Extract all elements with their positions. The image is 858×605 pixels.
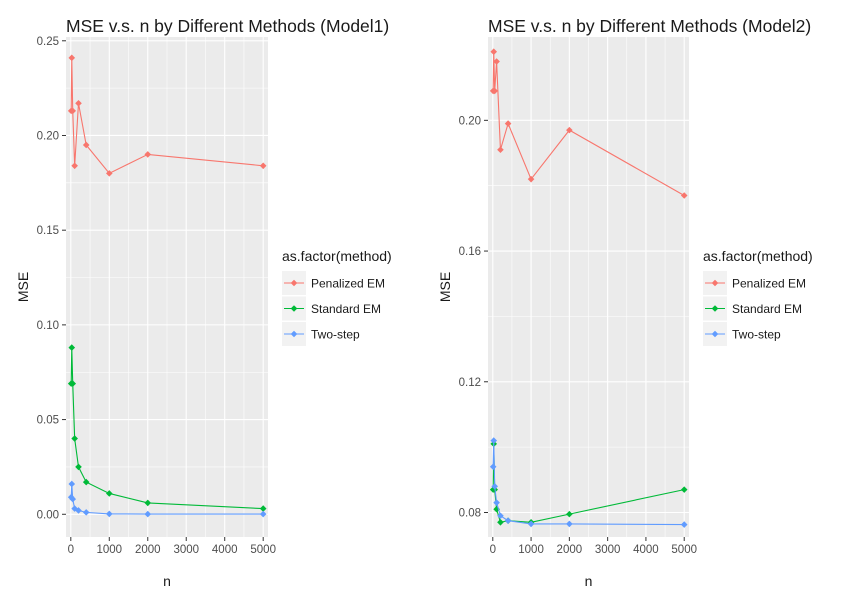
chart-1-legend: as.factor(method) Penalized EM Standard EM… (282, 248, 392, 346)
chart-2-series-penalized-em-point (493, 58, 500, 65)
chart-1-y-tick-label: 0.10 (37, 320, 59, 332)
chart-1-legend-two-step-key-point (290, 330, 298, 338)
chart-1-x-tick-label: 2000 (135, 544, 161, 556)
chart-2-y-tick-label: 0.12 (459, 377, 481, 389)
chart-2-series-penalized-em-point (491, 87, 498, 95)
chart-2-series-penalized-em-point (527, 175, 535, 183)
chart-2-x-tick-label: 4000 (633, 544, 659, 556)
chart-2-y-tick-label: 0.20 (459, 115, 481, 127)
chart-1-y-axis-label: MSE (15, 272, 31, 302)
chart-1-series-penalized-em-point (75, 99, 82, 107)
chart-2-series-two-step-point (566, 520, 573, 528)
chart-2: 0 1000 2000 3000 4000 5000 0.08 0.12 0.16 0.20 MSE… (437, 16, 813, 589)
chart-2-x-axis-label: n (585, 573, 593, 589)
chart-1-series-two-step-point (144, 510, 152, 518)
chart-1-x-axis-label: n (163, 573, 171, 589)
chart-1: 0 1000 2000 3000 4000 5000 0.00 0.05 0.10 0.15 0.2… (15, 16, 392, 589)
chart-2-series-penalized-em-point (504, 120, 512, 127)
chart-2-series-two-step-point (493, 499, 500, 506)
chart-2-series-standard-em-point (566, 510, 573, 518)
chart-1-legend-two-step-label: Two-step (311, 328, 360, 342)
chart-2-legend-standard-em-label: Standard EM (732, 302, 802, 316)
chart-1-series-standard-em-point (68, 344, 76, 351)
chart-1-legend-standard-em-key-point (290, 305, 298, 312)
chart-1-series-penalized-em-point (82, 141, 90, 149)
chart-2-x-tick-label: 5000 (671, 544, 697, 556)
chart-1-series-standard-em-point (144, 499, 152, 507)
chart-1-series-penalized-em-point (105, 170, 113, 177)
chart-1-series-standard-em-point (105, 490, 113, 497)
chart-1-legend-penalized-em-label: Penalized EM (311, 277, 385, 291)
chart-2-legend-two-step-key-point (711, 330, 719, 338)
chart-2-series-standard-em-point (680, 486, 688, 493)
chart-2-legend-penalized-em-label: Penalized EM (732, 277, 806, 291)
chart-1-legend-penalized-em-key-point (290, 279, 298, 287)
chart-2-series-two-step-point (491, 483, 498, 490)
chart-2-legend-standard-em-key-point (711, 305, 719, 312)
chart-1-x-tick-label: 1000 (96, 544, 122, 556)
chart-1-legend-standard-em-label: Standard EM (311, 302, 381, 316)
chart-1-y-tick-label: 0.00 (37, 509, 59, 521)
chart-1-x-tick-label: 5000 (250, 544, 276, 556)
chart-1-series-standard-em-point (69, 380, 77, 387)
chart-2-x-tick-label: 0 (490, 544, 496, 556)
chart-1-series-standard-em-point (82, 478, 90, 486)
chart-2-y-axis-label: MSE (437, 272, 453, 302)
chart-2-series-penalized-em-point (490, 48, 498, 56)
chart-2-series-two-step-point (489, 463, 497, 471)
chart-1-series-penalized-em-point (259, 162, 267, 170)
chart-1-series-penalized-em-point (144, 151, 152, 158)
chart-1-series-penalized-em-point (68, 54, 76, 62)
chart-2-legend: as.factor(method) Penalized EM Standard EM… (703, 248, 813, 346)
chart-2-series-two-step-point (680, 521, 688, 528)
chart-1-y-tick-label: 0.20 (37, 130, 59, 142)
chart-1-series-two-step-point (82, 509, 90, 516)
chart-2-legend-two-step-label: Two-step (732, 328, 781, 342)
chart-1-series-standard-em-point (259, 505, 267, 512)
chart-2-x-tick-label: 1000 (518, 544, 544, 556)
chart-2-series-standard-em-point (493, 505, 500, 513)
chart-1-y-tick-label: 0.25 (37, 36, 59, 48)
chart-1-series-standard-em-point (75, 463, 82, 471)
chart-2-x-tick-label: 2000 (557, 544, 583, 556)
chart-1-x-tick-label: 4000 (212, 544, 238, 556)
chart-1-series-two-step-point (259, 510, 267, 518)
chart-1-series-penalized-em-point (71, 162, 78, 170)
chart-1-x-tick-label: 3000 (173, 544, 199, 556)
chart-2-y-tick-label: 0.08 (459, 507, 481, 519)
chart-2-series-two-step-point (490, 437, 498, 444)
chart-1-y-tick-label: 0.15 (37, 225, 59, 237)
chart-2-y-tick-label: 0.16 (459, 246, 481, 258)
chart-1-title: MSE v.s. n by Different Methods (Model1) (66, 16, 389, 36)
chart-1-y-tick-label: 0.05 (37, 415, 59, 427)
chart-2-x-tick-label: 3000 (595, 544, 621, 556)
chart-1-series-two-step-point (68, 480, 76, 488)
chart-1-series-two-step-point (75, 507, 82, 514)
chart-2-series-penalized-em-point (566, 126, 573, 134)
chart-1-series-standard-em-point (71, 435, 78, 442)
chart-2-legend-penalized-em-key-point (711, 279, 719, 287)
chart-2-series-two-step-point (527, 520, 535, 528)
chart-2-series-penalized-em-point (497, 146, 504, 154)
chart-1-series-penalized-em-point (69, 107, 77, 115)
chart-1-legend-title: as.factor(method) (282, 248, 392, 264)
chart-1-x-tick-label: 0 (68, 544, 74, 556)
chart-2-legend-title: as.factor(method) (703, 248, 813, 264)
chart-2-series-standard-em-point (497, 518, 504, 526)
chart-2-series-two-step-point (504, 517, 512, 524)
chart-2-series-penalized-em-point (680, 192, 688, 199)
chart-1-series-two-step-point (105, 510, 113, 518)
chart-2-series-two-step-point (497, 512, 504, 520)
chart-2-title: MSE v.s. n by Different Methods (Model2) (488, 16, 811, 36)
chart-1-series-two-step-point (69, 495, 77, 503)
chart-1-series-two-step-point (67, 493, 75, 501)
